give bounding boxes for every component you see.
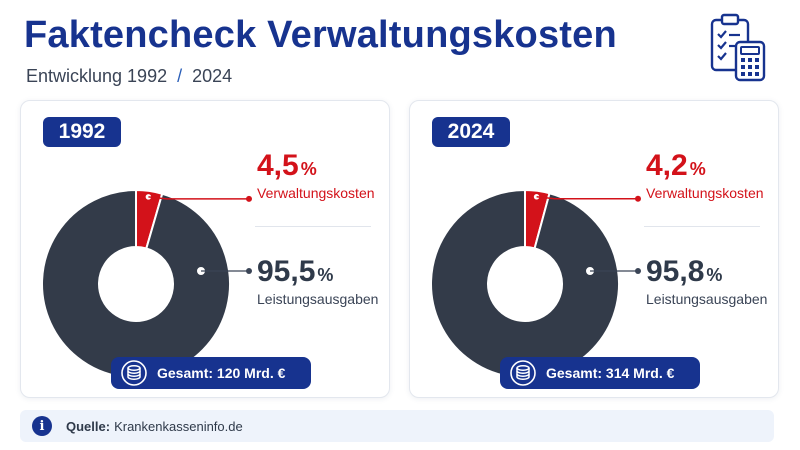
subtitle-start: Entwicklung 1992 (26, 66, 168, 86)
leader-end-benefit (246, 268, 252, 274)
chart-card-1992: 1992 4,5% Verwaltungskosten 95,5% Leistu… (20, 100, 390, 398)
leader-end-admin (246, 195, 252, 202)
subtitle-end: 2024 (192, 66, 233, 86)
benefit-category-label: Leistungsausgaben (257, 291, 379, 307)
info-icon: i (32, 416, 52, 436)
coins-icon (510, 360, 536, 386)
benefit-unit: % (317, 265, 334, 285)
leader-end-admin (635, 195, 641, 202)
donut-slice-leistungsausgaben (430, 188, 620, 379)
source-value: Krankenkasseninfo.de (114, 418, 243, 434)
admin-category-label: Verwaltungskosten (646, 185, 764, 201)
benefit-category-label: Leistungsausgaben (646, 291, 768, 307)
benefit-stat: 95,5% Leistungsausgaben (257, 255, 379, 308)
admin-cost-stat: 4,2% Verwaltungskosten (646, 149, 764, 202)
admin-value-label: 4,5 (257, 149, 299, 182)
stat-divider (644, 226, 760, 227)
page-subtitle: Entwicklung 1992 / 2024 (26, 66, 232, 87)
admin-unit: % (300, 159, 317, 179)
donut-slice-leistungsausgaben (41, 188, 231, 379)
total-badge: Gesamt: 314 Mrd. € (500, 357, 700, 389)
admin-cost-stat: 4,5% Verwaltungskosten (257, 149, 375, 202)
year-badge: 2024 (432, 117, 510, 147)
benefit-value-label: 95,5 (257, 255, 316, 288)
leader-end-benefit (635, 268, 641, 274)
donut-chart-1992 (41, 188, 252, 379)
benefit-value-label: 95,8 (646, 255, 705, 288)
year-badge: 1992 (43, 117, 121, 147)
benefit-stat: 95,8% Leistungsausgaben (646, 255, 768, 308)
benefit-unit: % (706, 265, 723, 285)
admin-value-label: 4,2 (646, 149, 688, 182)
source-bar: i Quelle: Krankenkasseninfo.de (20, 410, 774, 442)
leader-line-admin (148, 196, 247, 200)
source-label: Quelle: (66, 418, 111, 434)
donut-chart-2024 (430, 188, 641, 379)
page-title: Faktencheck Verwaltungskosten (24, 14, 617, 56)
admin-unit: % (689, 159, 706, 179)
stat-divider (255, 226, 371, 227)
subtitle-separator: / (177, 66, 183, 86)
clipboard-calculator-icon (710, 13, 766, 82)
leader-line-admin (536, 196, 636, 200)
total-badge: Gesamt: 120 Mrd. € (111, 357, 311, 389)
coins-icon (121, 360, 147, 386)
chart-card-2024: 2024 4,2% Verwaltungskosten 95,8% Leistu… (409, 100, 779, 398)
total-label: Gesamt: 120 Mrd. € (157, 365, 286, 381)
total-label: Gesamt: 314 Mrd. € (546, 365, 675, 381)
admin-category-label: Verwaltungskosten (257, 185, 375, 201)
